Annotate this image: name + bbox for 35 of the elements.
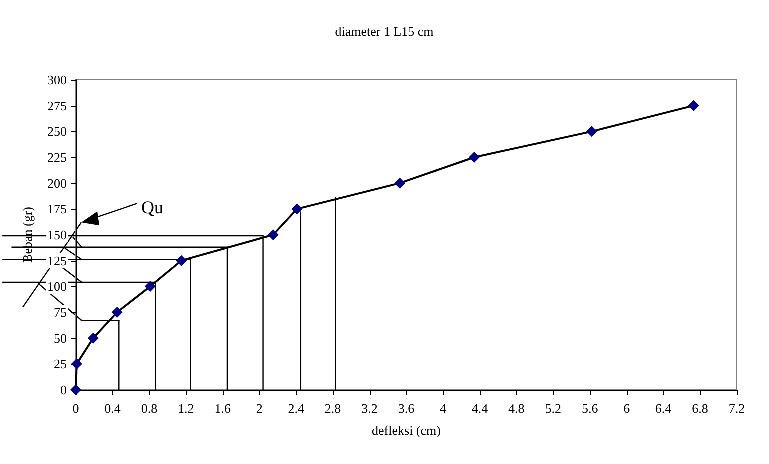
- x-tick-label: 0: [72, 401, 80, 416]
- y-tick-label: 0: [60, 382, 67, 398]
- x-tick-label: 2: [256, 401, 263, 416]
- y-tick-label: 100: [48, 279, 67, 294]
- x-tick-label: 4: [440, 401, 447, 416]
- y-tick-label: 150: [48, 228, 67, 242]
- x-tick-label: 3.2: [362, 401, 378, 416]
- x-tick-label: 2.4: [288, 401, 305, 416]
- x-tick-label: 0.8: [141, 401, 158, 416]
- x-tick-label: 2.8: [324, 401, 342, 416]
- y-tick-label: 200: [48, 176, 67, 191]
- x-tick-label: 5.2: [545, 401, 562, 416]
- y-tick-label: 300: [48, 72, 67, 88]
- x-tick-label: 6.8: [692, 401, 708, 416]
- x-tick-label: 1.2: [178, 401, 194, 416]
- x-tick-label: 6.4: [655, 401, 672, 416]
- y-tick-label: 225: [48, 150, 67, 165]
- chart-title: diameter 1 L15 cm: [335, 24, 434, 39]
- x-tick-label: 1.6: [214, 401, 232, 416]
- y-tick-label: 75: [54, 305, 67, 320]
- x-tick-label: 0.4: [104, 401, 122, 416]
- y-tick-label: 175: [48, 202, 67, 217]
- annotation: Qu: [142, 198, 164, 218]
- x-axis-title: defleksi (cm): [372, 423, 441, 438]
- y-tick-label: 50: [54, 330, 67, 346]
- x-tick-label: 7.2: [728, 401, 746, 416]
- x-tick-label: 3.6: [398, 401, 416, 416]
- y-tick-label: 250: [48, 124, 67, 140]
- y-tick-label: 125: [48, 253, 67, 268]
- x-tick-label: 5.6: [582, 401, 599, 416]
- y-tick-label: 25: [54, 356, 67, 372]
- x-tick-label: 4.4: [472, 401, 489, 416]
- y-tick-label: 275: [48, 98, 67, 114]
- x-tick-label: 4.8: [508, 401, 525, 416]
- x-tick-label: 6: [624, 401, 631, 416]
